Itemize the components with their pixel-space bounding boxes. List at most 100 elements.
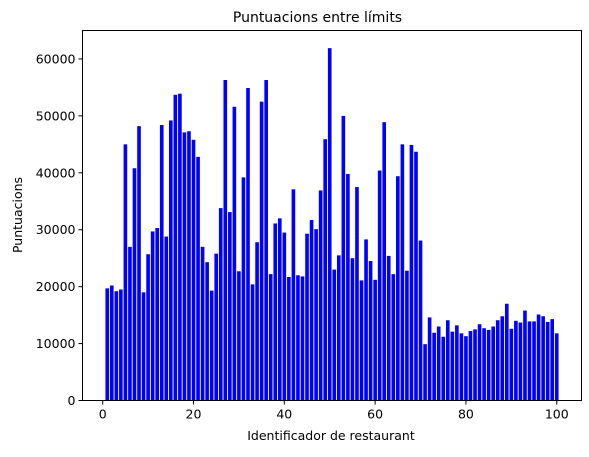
bar-36 xyxy=(264,80,268,401)
bar-8 xyxy=(137,126,141,401)
bar-80 xyxy=(464,336,468,401)
bar-82 xyxy=(473,329,477,401)
x-tick-label: 100 xyxy=(545,407,569,422)
bar-6 xyxy=(128,246,132,401)
bar-93 xyxy=(523,310,527,401)
bar-73 xyxy=(432,332,436,401)
x-axis-ticks: 0 20 40 60 80 100 xyxy=(99,400,569,422)
bar-74 xyxy=(436,326,441,401)
bar-11 xyxy=(150,231,155,401)
bar-65 xyxy=(396,176,400,401)
bar-94 xyxy=(527,321,532,401)
bar-55 xyxy=(350,258,355,401)
bar-45 xyxy=(305,233,309,401)
x-tick-label: 80 xyxy=(458,407,474,422)
y-tick-label: 0 xyxy=(68,393,76,408)
bar-78 xyxy=(455,325,459,401)
bar-52 xyxy=(336,255,341,401)
bar-26 xyxy=(218,208,223,401)
bar-100 xyxy=(554,333,559,401)
y-tick-label: 60000 xyxy=(36,51,76,66)
bar-29 xyxy=(232,106,237,401)
bar-60 xyxy=(373,279,377,401)
bar-97 xyxy=(541,316,545,401)
bar-39 xyxy=(277,218,282,401)
bar-98 xyxy=(545,321,550,401)
bar-22 xyxy=(200,246,205,401)
bar-51 xyxy=(332,269,337,401)
bar-37 xyxy=(268,274,273,401)
bar-2 xyxy=(109,285,114,401)
bar-18 xyxy=(182,132,187,401)
bar-7 xyxy=(132,168,137,401)
bar-34 xyxy=(255,242,259,401)
bar-19 xyxy=(187,131,191,401)
bar-87 xyxy=(495,320,500,401)
bars-group xyxy=(105,48,559,401)
bar-3 xyxy=(114,291,119,401)
bar-50 xyxy=(327,48,332,401)
bar-4 xyxy=(119,289,123,401)
bar-96 xyxy=(536,314,541,401)
bar-47 xyxy=(314,229,318,401)
bar-28 xyxy=(228,212,232,401)
bar-44 xyxy=(300,276,305,401)
bar-62 xyxy=(382,122,387,401)
bar-31 xyxy=(241,177,246,401)
bar-46 xyxy=(309,220,314,401)
bar-33 xyxy=(250,284,255,401)
plot-frame xyxy=(82,30,582,401)
bar-85 xyxy=(486,329,491,401)
y-tick-label: 50000 xyxy=(36,108,76,123)
bar-27 xyxy=(223,80,228,401)
bar-57 xyxy=(359,280,364,401)
bar-43 xyxy=(296,275,300,401)
bar-1 xyxy=(105,288,110,401)
bar-90 xyxy=(509,328,514,401)
x-tick-label: 40 xyxy=(276,407,292,422)
bar-21 xyxy=(196,156,200,401)
bar-72 xyxy=(427,317,432,401)
bar-23 xyxy=(205,262,209,401)
bar-79 xyxy=(459,333,464,401)
bar-71 xyxy=(423,344,427,401)
bar-17 xyxy=(178,93,182,401)
bar-5 xyxy=(123,144,128,401)
bar-32 xyxy=(246,87,250,401)
bar-77 xyxy=(450,331,455,401)
x-tick-label: 0 xyxy=(99,407,107,422)
bar-38 xyxy=(273,223,278,401)
bar-58 xyxy=(364,239,368,401)
y-tick-label: 20000 xyxy=(36,279,76,294)
bar-48 xyxy=(318,190,323,401)
bar-91 xyxy=(514,320,518,401)
bar-63 xyxy=(386,255,391,401)
bar-49 xyxy=(323,139,327,401)
bar-76 xyxy=(445,320,450,401)
y-tick-label: 30000 xyxy=(36,222,76,237)
bar-10 xyxy=(146,254,150,401)
bar-66 xyxy=(400,144,405,401)
bar-68 xyxy=(409,144,414,401)
bar-99 xyxy=(550,319,555,401)
bar-95 xyxy=(532,321,536,401)
bar-41 xyxy=(287,276,291,401)
bar-42 xyxy=(291,189,296,401)
y-axis-label: Puntuacions xyxy=(10,177,25,253)
bar-92 xyxy=(518,322,523,401)
x-axis-label: Identificador de restaurant xyxy=(247,428,415,443)
bar-61 xyxy=(377,170,382,401)
bar-69 xyxy=(414,151,418,401)
bar-13 xyxy=(159,124,164,401)
bar-54 xyxy=(346,173,350,401)
bar-89 xyxy=(504,303,509,401)
bar-25 xyxy=(214,253,219,401)
bar-30 xyxy=(237,271,241,401)
x-tick-label: 20 xyxy=(186,407,202,422)
y-tick-label: 10000 xyxy=(36,336,76,351)
bar-53 xyxy=(341,115,346,401)
bar-9 xyxy=(141,292,146,401)
y-tick-label: 40000 xyxy=(36,165,76,180)
bar-15 xyxy=(169,120,173,401)
